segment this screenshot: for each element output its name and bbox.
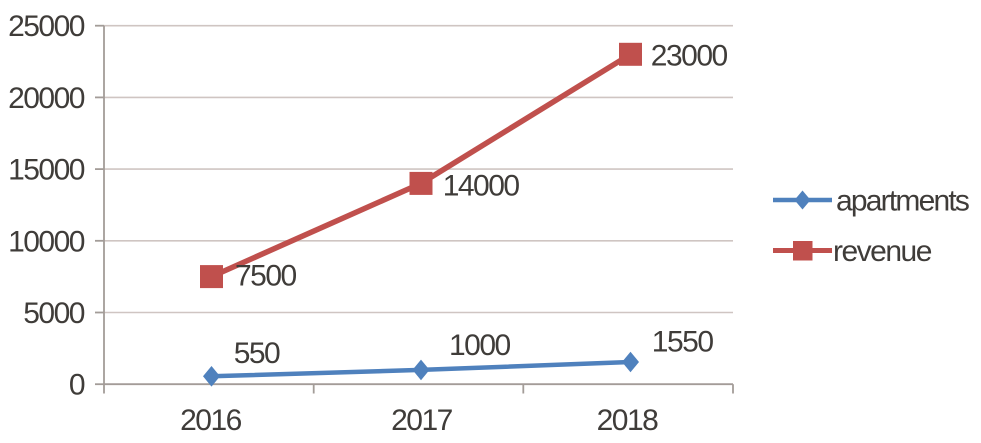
svg-text:25000: 25000 bbox=[8, 10, 85, 43]
svg-text:2017: 2017 bbox=[391, 404, 453, 437]
svg-text:14000: 14000 bbox=[443, 170, 520, 203]
svg-text:0: 0 bbox=[69, 369, 85, 402]
svg-text:15000: 15000 bbox=[8, 154, 85, 187]
svg-text:1000: 1000 bbox=[449, 329, 511, 362]
svg-text:revenue: revenue bbox=[833, 235, 932, 268]
svg-text:23000: 23000 bbox=[651, 40, 728, 73]
svg-text:5000: 5000 bbox=[23, 297, 85, 330]
svg-text:apartments: apartments bbox=[836, 185, 969, 218]
svg-text:1550: 1550 bbox=[652, 326, 714, 359]
svg-text:20000: 20000 bbox=[8, 82, 85, 115]
svg-text:10000: 10000 bbox=[8, 225, 85, 258]
svg-text:7500: 7500 bbox=[235, 260, 297, 293]
svg-text:2016: 2016 bbox=[180, 404, 242, 437]
svg-text:550: 550 bbox=[234, 337, 280, 370]
svg-text:2018: 2018 bbox=[597, 404, 659, 437]
